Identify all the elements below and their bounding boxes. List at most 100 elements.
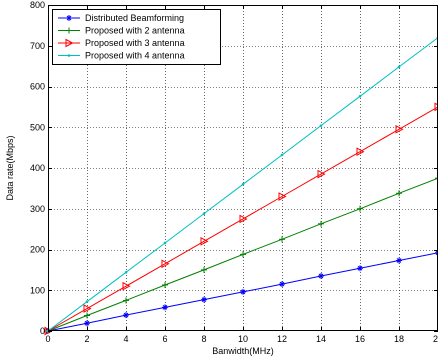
marker-shape bbox=[202, 212, 206, 215]
data-point bbox=[163, 241, 167, 245]
data-point bbox=[396, 257, 402, 264]
data-point bbox=[66, 27, 72, 34]
y-axis-label: Data rate(Mbps) bbox=[5, 135, 15, 200]
data-point bbox=[434, 102, 438, 112]
data-point bbox=[279, 236, 285, 243]
x-tick-label: 16 bbox=[355, 334, 365, 344]
marker-shape bbox=[241, 183, 245, 186]
data-point bbox=[67, 54, 71, 57]
data-point bbox=[278, 192, 287, 201]
marker-shape bbox=[65, 38, 74, 48]
x-tick-label: 0 bbox=[45, 334, 50, 344]
legend-label: Proposed with 2 antenna bbox=[85, 26, 185, 36]
data-point bbox=[83, 304, 92, 313]
x-axis-label: Banwidth(MHz) bbox=[212, 346, 274, 356]
legend-item: Distributed Beamforming bbox=[58, 13, 184, 23]
marker-stroke bbox=[201, 297, 207, 302]
x-tick-label: 18 bbox=[394, 334, 404, 344]
legend-label: Distributed Beamforming bbox=[85, 13, 184, 23]
marker-shape bbox=[67, 54, 71, 57]
data-point bbox=[65, 38, 74, 48]
data-point bbox=[201, 296, 207, 303]
data-point bbox=[319, 124, 323, 127]
data-point bbox=[162, 281, 168, 288]
data-point bbox=[435, 249, 438, 256]
legend-label: Proposed with 4 antenna bbox=[85, 51, 185, 61]
data-point bbox=[202, 212, 206, 215]
data-point bbox=[395, 124, 404, 134]
data-point bbox=[123, 297, 129, 304]
data-point bbox=[66, 15, 72, 21]
y-tick-label: 100 bbox=[30, 285, 45, 295]
data-point bbox=[241, 183, 245, 186]
y-tick-label: 500 bbox=[30, 122, 45, 132]
data-point bbox=[397, 65, 401, 69]
data-point bbox=[122, 281, 131, 291]
marker-shape bbox=[317, 169, 326, 179]
marker-shape bbox=[200, 237, 209, 246]
series-4 bbox=[46, 36, 438, 333]
data-point bbox=[435, 175, 438, 182]
marker-stroke bbox=[123, 312, 129, 318]
data-point bbox=[396, 190, 402, 197]
x-tick-label: 12 bbox=[277, 334, 287, 344]
y-tick-label: 200 bbox=[30, 245, 45, 255]
data-point bbox=[317, 169, 326, 179]
y-tick-label: 600 bbox=[30, 82, 45, 92]
data-point bbox=[318, 272, 324, 279]
data-point bbox=[358, 94, 362, 98]
series-line bbox=[47, 106, 438, 332]
marker-shape bbox=[358, 94, 362, 98]
series-2 bbox=[45, 175, 438, 334]
series-lines bbox=[44, 36, 438, 336]
marker-shape bbox=[278, 192, 287, 201]
data-point bbox=[279, 281, 285, 288]
x-tick-label: 8 bbox=[201, 334, 206, 344]
y-tick-label: 300 bbox=[30, 204, 45, 214]
marker-shape bbox=[163, 241, 167, 245]
x-tick-label: 4 bbox=[123, 334, 128, 344]
marker-stroke bbox=[435, 250, 438, 254]
data-point bbox=[280, 153, 284, 157]
marker-stroke bbox=[318, 273, 324, 279]
data-point bbox=[201, 266, 207, 273]
legend: Distributed Beamforming Proposed with 2 a… bbox=[52, 9, 221, 65]
marker-shape bbox=[356, 147, 365, 157]
data-point bbox=[84, 312, 90, 319]
series-1 bbox=[45, 249, 438, 334]
marker-shape bbox=[161, 259, 170, 269]
tick-marks bbox=[48, 5, 438, 332]
data-point bbox=[318, 220, 324, 227]
tick-labels: 0246810121416182001002003004005006007008… bbox=[30, 0, 438, 344]
marker-stroke bbox=[240, 289, 246, 295]
marker-shape bbox=[280, 153, 284, 157]
data-point bbox=[240, 251, 246, 258]
y-tick-label: 400 bbox=[30, 163, 45, 173]
marker-stroke bbox=[66, 15, 72, 21]
data-point bbox=[84, 320, 90, 327]
marker-stroke bbox=[162, 305, 168, 310]
legend-label: Proposed with 3 antenna bbox=[85, 38, 185, 48]
legend-item: Proposed with 4 antenna bbox=[58, 51, 185, 61]
marker-shape bbox=[319, 124, 323, 127]
marker-shape bbox=[122, 281, 131, 291]
marker-shape bbox=[85, 300, 89, 303]
y-tick-label: 0 bbox=[40, 326, 45, 336]
legend-item: Proposed with 3 antenna bbox=[58, 38, 185, 48]
x-tick-label: 14 bbox=[316, 334, 326, 344]
x-tick-label: 20 bbox=[433, 334, 438, 344]
marker-stroke bbox=[357, 265, 363, 271]
data-point bbox=[200, 237, 209, 246]
x-tick-label: 10 bbox=[238, 334, 248, 344]
data-point bbox=[357, 265, 363, 272]
data-point bbox=[85, 300, 89, 303]
legend-item: Proposed with 2 antenna bbox=[58, 26, 185, 36]
marker-shape bbox=[83, 304, 92, 313]
data-point bbox=[161, 259, 170, 269]
marker-stroke bbox=[435, 252, 438, 256]
marker-shape bbox=[124, 271, 128, 274]
data-point bbox=[239, 214, 248, 224]
marker-shape bbox=[397, 65, 401, 69]
data-point bbox=[123, 312, 129, 319]
